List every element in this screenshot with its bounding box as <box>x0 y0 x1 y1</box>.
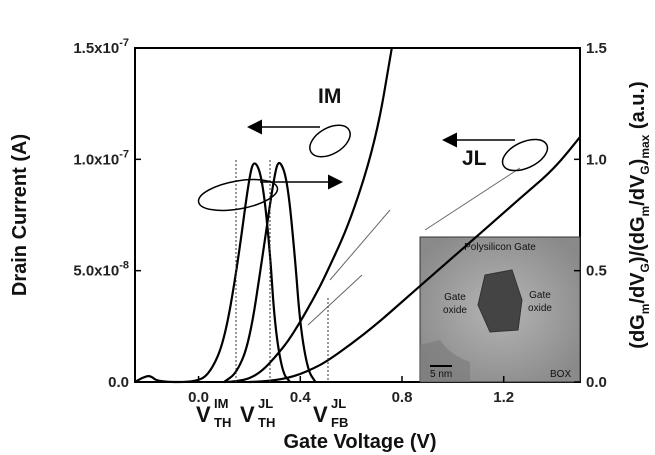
svg-text:IM: IM <box>214 396 228 411</box>
dgm-ellipse <box>197 178 279 212</box>
series-line-2 <box>134 162 291 384</box>
y-left-tick-label: 1.0x10-7 <box>73 148 129 168</box>
series-line-3 <box>223 161 317 383</box>
vfb-jl-label: V JL FB <box>313 396 348 430</box>
y-left-tick-label: 0.0 <box>108 374 129 391</box>
svg-text:V: V <box>313 402 328 427</box>
svg-text:TH: TH <box>258 415 275 430</box>
y-right-tick-label: 0.0 <box>586 374 607 391</box>
inset-left-label-line2: oxide <box>443 305 467 316</box>
inset-right-label-line1: Gate <box>529 290 551 301</box>
im-curve-label: IM <box>318 85 341 108</box>
series-line-0 <box>223 47 393 384</box>
x-tick-label: 0.0 <box>188 389 209 406</box>
curves-layer <box>134 47 581 384</box>
tangent-jl-lower <box>307 274 363 326</box>
inset-micrograph: Polysilicon Gate Gate oxide Gate oxide 5… <box>419 236 581 383</box>
vth-jl-label: V JL TH <box>240 396 275 430</box>
svg-text:JL: JL <box>331 396 346 411</box>
y-right-tick-label: 0.5 <box>586 263 607 280</box>
svg-text:(dGm/dVG)/(dGm/dVG)max (a.u.): (dGm/dVG)/(dGm/dVG)max (a.u.) <box>627 81 652 348</box>
inset-title: Polysilicon Gate <box>464 242 536 253</box>
jl-current-ellipse <box>501 138 549 172</box>
y-ticks-left: 0.0 5.0x10-8 1.0x10-7 1.5x10-7 <box>73 37 141 391</box>
svg-text:V: V <box>240 402 255 427</box>
y-left-tick-label: 5.0x10-8 <box>73 260 129 280</box>
tangent-jl-upper <box>424 167 521 231</box>
svg-text:JL: JL <box>258 396 273 411</box>
svg-text:TH: TH <box>214 415 231 430</box>
annotation-arrows <box>197 119 549 212</box>
plot-frame <box>134 47 581 383</box>
inset-left-label-line1: Gate <box>444 292 466 303</box>
series-line-1 <box>249 136 581 384</box>
x-tick-label: 1.2 <box>493 389 514 406</box>
tangent-im <box>329 209 391 281</box>
y-right-tick-label: 1.5 <box>586 40 607 57</box>
im-current-ellipse <box>309 124 351 158</box>
x-tick-label: 0.4 <box>290 389 312 406</box>
guides-layer <box>235 160 521 382</box>
y-right-tick-label: 1.0 <box>586 151 607 168</box>
svg-text:V: V <box>196 402 211 427</box>
jl-curve-label: JL <box>462 147 487 170</box>
x-ticks: 0.0 0.4 0.8 1.2 <box>188 376 514 406</box>
y-axis-title-right: (dGm/dVG)/(dGm/dVG)max (a.u.) <box>627 81 652 348</box>
vth-im-label: V IM TH <box>196 396 231 430</box>
inset-scale-label: 5 nm <box>430 369 452 380</box>
svg-text:FB: FB <box>331 415 348 430</box>
y-axis-title-left: Drain Current (A) <box>9 134 31 296</box>
x-tick-label: 0.8 <box>392 389 413 406</box>
x-axis-title: Gate Voltage (V) <box>284 431 437 453</box>
inset-right-label-line2: oxide <box>528 303 552 314</box>
inset-box-label: BOX <box>550 369 571 380</box>
y-left-tick-label: 1.5x10-7 <box>73 37 129 57</box>
y-ticks-right: 0.0 0.5 1.0 1.5 <box>574 40 607 391</box>
